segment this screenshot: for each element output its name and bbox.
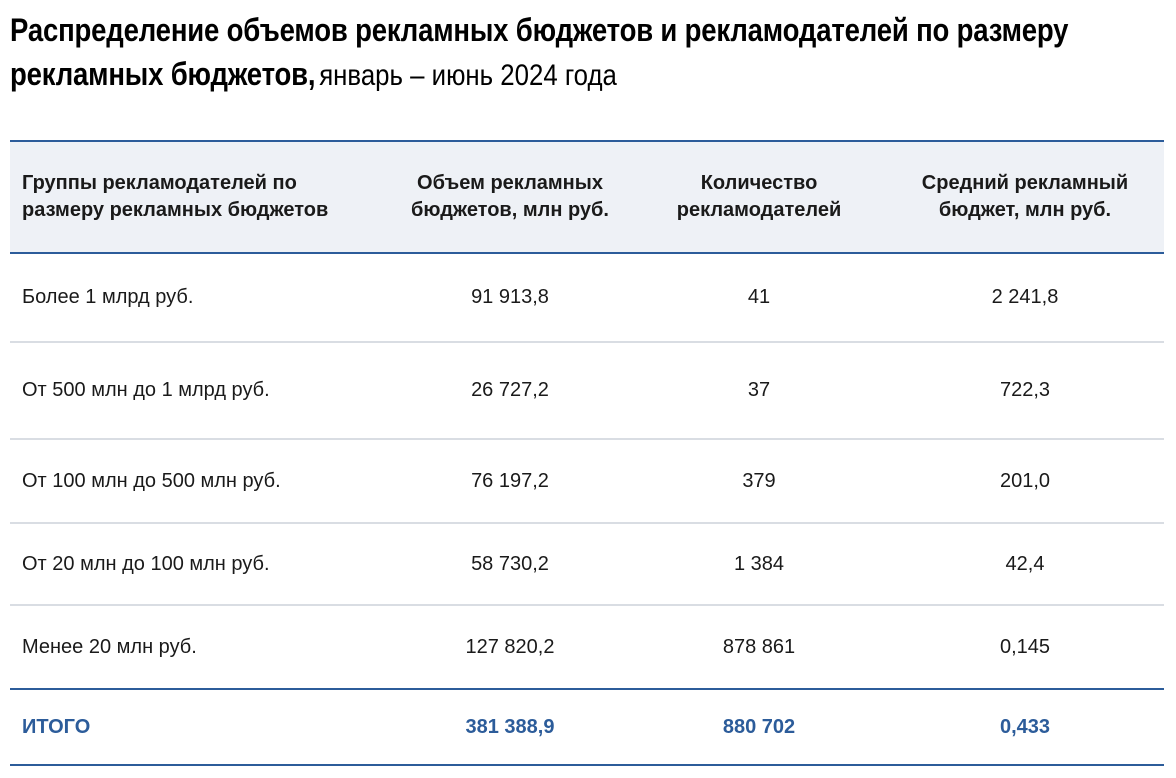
row-count: 379 [742,469,776,492]
table-row: Более 1 млрд руб. 91 913,8 41 2 241,8 [10,254,1164,343]
budget-distribution-table: Группы рекламодателей по размеру рекламн… [10,140,1164,766]
table-row: От 100 млн до 500 млн руб. 76 197,2 379 … [10,440,1164,524]
row-average: 42,4 [1005,552,1045,575]
row-group-label: От 100 млн до 500 млн руб. [22,469,281,492]
title-period: январь – июнь 2024 года [319,59,617,92]
table-row: Менее 20 млн руб. 127 820,2 878 861 0,14… [10,606,1164,690]
title-line-2: рекламных бюджетов, [10,56,316,92]
row-average: 722,3 [999,379,1051,401]
row-volume: 58 730,2 [471,552,549,575]
header-count: Количество рекламодателей [676,172,842,221]
title-line-1: Распределение объемов рекламных бюджетов… [10,12,1069,48]
total-average: 0,433 [999,715,1051,738]
row-group-label: Более 1 млрд руб. [22,286,194,308]
total-volume: 381 388,9 [465,715,555,738]
row-count: 41 [747,286,771,308]
row-group-label: От 20 млн до 100 млн руб. [22,552,270,575]
row-volume: 26 727,2 [471,379,549,401]
row-count: 1 384 [733,552,785,575]
table-header-row: Группы рекламодателей по размеру рекламн… [10,140,1164,254]
table-row: От 500 млн до 1 млрд руб. 26 727,2 37 72… [10,343,1164,440]
row-group-label: Менее 20 млн руб. [22,635,197,658]
table-total-row: ИТОГО 381 388,9 880 702 0,433 [10,690,1164,766]
header-group: Группы рекламодателей по размеру рекламн… [22,172,329,221]
total-label: ИТОГО [22,715,91,738]
row-average: 2 241,8 [991,286,1059,308]
header-average: Средний рекламный бюджет, млн руб. [921,172,1129,221]
row-count: 878 861 [722,635,796,658]
row-volume: 91 913,8 [471,286,549,308]
row-average: 201,0 [999,469,1051,492]
row-average: 0,145 [999,635,1051,658]
row-volume: 127 820,2 [465,635,555,658]
total-count: 880 702 [722,715,796,738]
row-count: 37 [747,379,771,401]
row-volume: 76 197,2 [471,469,549,492]
row-group-label: От 500 млн до 1 млрд руб. [22,379,270,401]
page-title: Распределение объемов рекламных бюджетов… [10,8,1069,103]
header-volume: Объем рекламных бюджетов, млн руб. [411,172,609,221]
table-row: От 20 млн до 100 млн руб. 58 730,2 1 384… [10,524,1164,606]
